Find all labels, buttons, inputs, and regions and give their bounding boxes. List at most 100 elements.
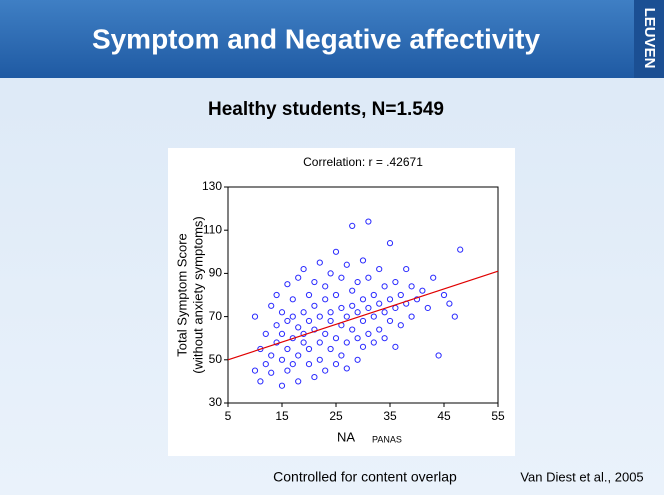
- data-point: [435, 352, 442, 359]
- data-point: [381, 283, 388, 290]
- data-point: [262, 330, 269, 337]
- data-point: [386, 317, 394, 325]
- y-tick-label: 110: [203, 222, 222, 236]
- data-point: [365, 330, 372, 337]
- data-point: [332, 248, 340, 255]
- data-point: [322, 296, 329, 303]
- y-axis-label: (without anxiety symptoms): [190, 216, 205, 374]
- data-point: [268, 302, 275, 309]
- data-point: [370, 291, 377, 299]
- data-point: [381, 335, 388, 342]
- data-point: [305, 361, 313, 368]
- data-point: [322, 367, 329, 374]
- data-point: [295, 274, 302, 281]
- data-point: [327, 345, 334, 353]
- data-point: [268, 369, 275, 376]
- data-point: [343, 313, 350, 320]
- data-point: [354, 278, 361, 286]
- data-point: [359, 317, 367, 325]
- data-point: [305, 291, 313, 299]
- footer-note: Controlled for content overlap: [273, 469, 457, 485]
- data-point: [316, 339, 323, 346]
- data-point: [359, 343, 367, 350]
- x-tick-label: 5: [225, 409, 232, 423]
- data-point: [392, 278, 399, 286]
- data-point: [295, 378, 302, 385]
- x-tick-label: 25: [329, 409, 343, 423]
- y-tick-label: 50: [209, 352, 223, 366]
- data-point: [343, 339, 350, 346]
- data-point: [376, 265, 383, 273]
- data-point: [419, 287, 426, 294]
- logo-box: [634, 0, 664, 78]
- data-point: [316, 259, 323, 266]
- data-point: [386, 240, 394, 247]
- data-point: [284, 281, 291, 288]
- data-point: [397, 322, 404, 329]
- data-point: [316, 356, 323, 363]
- data-point: [349, 302, 356, 309]
- data-point: [349, 326, 356, 333]
- data-point: [365, 218, 372, 225]
- data-point: [251, 367, 259, 374]
- data-point: [300, 309, 307, 316]
- y-tick-label: 130: [202, 179, 222, 193]
- data-point: [257, 378, 264, 385]
- y-tick-label: 30: [209, 395, 223, 409]
- x-tick-label: 45: [437, 409, 451, 423]
- data-point: [386, 296, 394, 303]
- data-point: [327, 309, 334, 316]
- data-point: [370, 339, 377, 346]
- data-point: [278, 356, 286, 363]
- data-point: [349, 287, 356, 294]
- data-point: [305, 345, 313, 353]
- data-point: [413, 296, 421, 303]
- data-point: [311, 302, 318, 309]
- data-point: [338, 274, 345, 281]
- x-axis-label-sub: PANAS: [372, 434, 402, 444]
- data-point: [278, 330, 286, 337]
- data-point: [289, 361, 296, 368]
- data-point: [316, 313, 323, 320]
- data-point: [392, 343, 399, 350]
- plot-frame: [227, 186, 499, 404]
- data-point: [424, 304, 431, 312]
- data-point: [430, 274, 437, 281]
- data-point: [327, 270, 334, 277]
- x-tick-label: 15: [275, 409, 289, 423]
- data-point: [262, 361, 269, 368]
- data-point: [322, 283, 329, 290]
- data-point: [354, 356, 361, 363]
- data-point: [376, 326, 383, 333]
- data-point: [451, 313, 458, 320]
- data-point: [295, 324, 302, 331]
- data-point: [381, 309, 388, 316]
- data-point: [278, 382, 286, 389]
- x-tick-label: 55: [491, 409, 505, 423]
- data-point: [446, 300, 453, 307]
- data-point: [440, 291, 448, 299]
- data-point: [289, 313, 296, 320]
- data-point: [289, 296, 296, 303]
- data-point: [359, 257, 367, 264]
- slide-subtitle: Healthy students, N=1.549: [208, 99, 444, 120]
- data-point: [273, 322, 280, 329]
- footer-citation: Van Diest et al., 2005: [520, 469, 643, 484]
- data-point: [311, 278, 318, 286]
- data-point: [365, 304, 372, 312]
- data-point: [457, 246, 464, 253]
- data-point: [332, 291, 340, 299]
- data-point: [327, 317, 334, 325]
- slide-title: Symptom and Negative affectivity: [92, 23, 541, 54]
- data-point: [408, 283, 415, 290]
- data-point: [284, 345, 291, 353]
- data-point: [349, 222, 356, 229]
- data-point: [338, 352, 345, 359]
- data-point: [305, 317, 313, 325]
- x-tick-label: 35: [383, 409, 397, 423]
- data-point: [354, 309, 361, 316]
- data-point: [343, 261, 350, 268]
- y-axis-label: Total Symptom Score: [174, 233, 189, 357]
- data-point: [370, 313, 377, 320]
